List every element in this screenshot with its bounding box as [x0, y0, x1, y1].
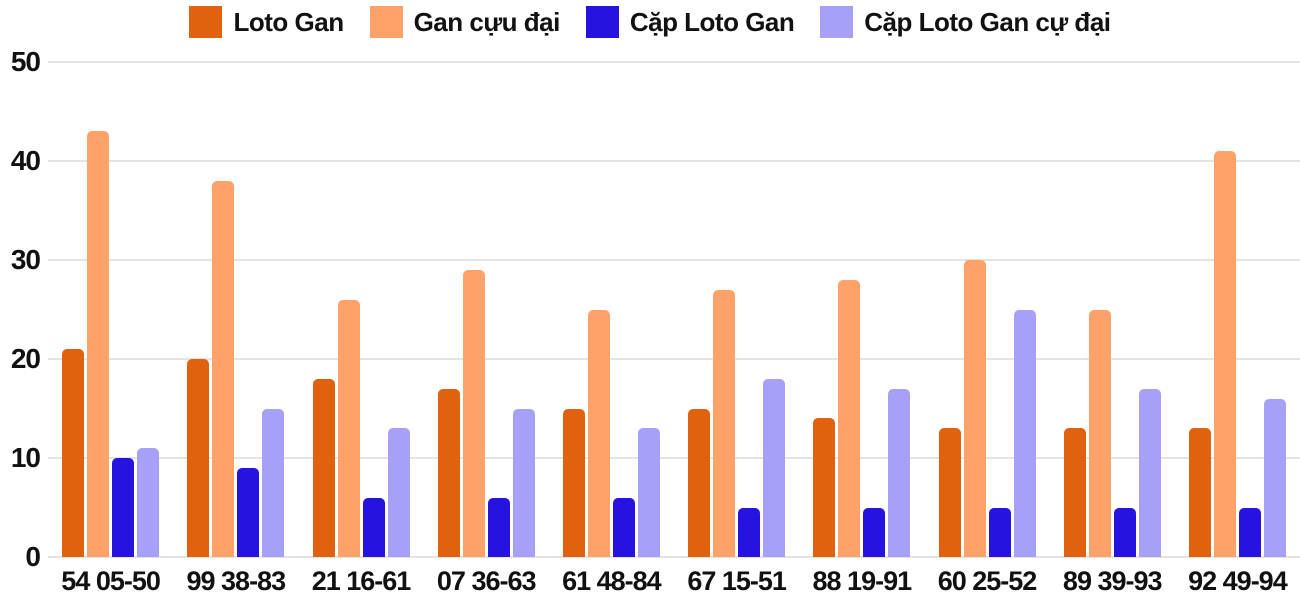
bar-gan-cuu-ai-99-38-83[interactable]	[212, 180, 235, 557]
legend-swatch-icon	[369, 6, 403, 38]
bar-loto-gan-54-05-50[interactable]	[62, 349, 85, 557]
bar-cap-loto-gan-54-05-50[interactable]	[112, 458, 135, 557]
x-axis-label-61-48-84: 61 48-84	[562, 566, 662, 596]
x-axis-label-92-49-94: 92 49-94	[1188, 566, 1288, 596]
y-axis-label-30: 30	[10, 244, 41, 275]
bar-loto-gan-92-49-94[interactable]	[1188, 428, 1211, 557]
legend-item-cap-loto-gan[interactable]: Cặp Loto Gan	[585, 6, 795, 38]
bar-gan-cuu-ai-67-15-51[interactable]	[713, 289, 736, 557]
bar-group-07-36-63	[424, 62, 549, 557]
bar-cap-loto-gan-67-15-51[interactable]	[738, 507, 761, 557]
bar-cap-loto-gan-88-19-91[interactable]	[863, 507, 886, 557]
bar-gan-cuu-ai-07-36-63[interactable]	[462, 269, 485, 557]
bar-group-88-19-91	[799, 62, 924, 557]
bar-gan-cuu-ai-21-16-61[interactable]	[337, 299, 360, 557]
bar-loto-gan-99-38-83[interactable]	[187, 359, 210, 557]
bar-gan-cuu-ai-61-48-84[interactable]	[587, 309, 610, 557]
legend-item-cap-loto-gan-cu-ai[interactable]: Cặp Loto Gan cự đại	[820, 6, 1111, 38]
bar-cap-loto-gan-cu-ai-07-36-63[interactable]	[512, 408, 535, 557]
gridline-40	[48, 160, 1300, 162]
gridline-0	[48, 556, 1300, 558]
legend-swatch-icon	[585, 6, 619, 38]
bar-group-60-25-52	[924, 62, 1049, 557]
bar-group-92-49-94	[1175, 62, 1300, 557]
x-axis-label-67-15-51: 67 15-51	[687, 566, 787, 596]
bar-cap-loto-gan-cu-ai-92-49-94[interactable]	[1263, 398, 1286, 557]
legend-item-gan-cuu-ai[interactable]: Gan cựu đại	[369, 6, 561, 38]
bar-loto-gan-60-25-52[interactable]	[938, 428, 961, 557]
bar-loto-gan-07-36-63[interactable]	[437, 388, 460, 557]
bars-area	[48, 62, 1300, 557]
y-axis-label-0: 0	[25, 541, 41, 572]
bar-cap-loto-gan-99-38-83[interactable]	[237, 467, 260, 557]
bar-cap-loto-gan-cu-ai-67-15-51[interactable]	[763, 378, 786, 557]
y-axis-label-10: 10	[10, 442, 41, 473]
bar-loto-gan-21-16-61[interactable]	[312, 378, 335, 557]
gridline-10	[48, 457, 1300, 459]
x-axis-label-54-05-50: 54 05-50	[61, 566, 161, 596]
legend-label: Gan cựu đại	[413, 6, 561, 37]
x-axis-label-60-25-52: 60 25-52	[937, 566, 1038, 596]
bar-cap-loto-gan-cu-ai-21-16-61[interactable]	[387, 428, 410, 557]
y-axis-label-50: 50	[10, 46, 41, 77]
bar-loto-gan-67-15-51[interactable]	[688, 408, 711, 557]
bar-cap-loto-gan-cu-ai-88-19-91[interactable]	[888, 388, 911, 557]
bar-cap-loto-gan-cu-ai-54-05-50[interactable]	[137, 448, 160, 557]
bar-cap-loto-gan-cu-ai-99-38-83[interactable]	[262, 408, 285, 557]
legend-label: Cặp Loto Gan cự đại	[864, 6, 1111, 37]
bar-cap-loto-gan-60-25-52[interactable]	[988, 507, 1011, 557]
bar-cap-loto-gan-cu-ai-89-39-93[interactable]	[1138, 388, 1161, 557]
x-axis-label-07-36-63: 07 36-63	[436, 566, 537, 596]
bar-cap-loto-gan-61-48-84[interactable]	[612, 497, 635, 557]
gridline-30	[48, 259, 1300, 261]
bar-gan-cuu-ai-54-05-50[interactable]	[87, 131, 110, 557]
bar-cap-loto-gan-cu-ai-61-48-84[interactable]	[637, 428, 660, 557]
x-axis: 54 05-50 99 38-83 21 16-61 07 36-63 61 48-84…	[48, 566, 1300, 597]
bar-cap-loto-gan-89-39-93[interactable]	[1113, 507, 1136, 557]
x-axis-label-88-19-91: 88 19-91	[812, 566, 913, 596]
bar-loto-gan-88-19-91[interactable]	[813, 418, 836, 557]
legend-item-loto-gan[interactable]: Loto Gan	[189, 6, 344, 38]
bar-gan-cuu-ai-88-19-91[interactable]	[838, 279, 861, 557]
chart-legend: Loto Gan Gan cựu đại Cặp Loto Gan Cặp Loto …	[0, 6, 1300, 38]
legend-label: Cặp Loto Gan	[629, 6, 795, 37]
bar-group-54-05-50	[48, 62, 173, 557]
legend-swatch-icon	[820, 6, 854, 38]
legend-label: Loto Gan	[233, 6, 344, 37]
bar-group-21-16-61	[298, 62, 423, 557]
legend-swatch-icon	[189, 6, 223, 38]
y-axis-label-40: 40	[10, 145, 41, 176]
bar-gan-cuu-ai-89-39-93[interactable]	[1088, 309, 1111, 557]
x-axis-label-21-16-61: 21 16-61	[311, 566, 412, 596]
bar-group-61-48-84	[549, 62, 674, 557]
gridline-20	[48, 358, 1300, 360]
bar-cap-loto-gan-21-16-61[interactable]	[362, 497, 385, 557]
bar-group-67-15-51	[674, 62, 799, 557]
bar-cap-loto-gan-cu-ai-60-25-52[interactable]	[1013, 309, 1036, 557]
x-axis-label-89-39-93: 89 39-93	[1062, 566, 1163, 596]
bar-group-99-38-83	[173, 62, 298, 557]
bar-group-89-39-93	[1050, 62, 1175, 557]
bar-loto-gan-89-39-93[interactable]	[1063, 428, 1086, 557]
bar-gan-cuu-ai-60-25-52[interactable]	[963, 260, 986, 557]
x-axis-label-99-38-83: 99 38-83	[186, 566, 287, 596]
bar-cap-loto-gan-92-49-94[interactable]	[1238, 507, 1261, 557]
y-axis-label-20: 20	[10, 343, 41, 374]
bar-loto-gan-61-48-84[interactable]	[562, 408, 585, 557]
bar-cap-loto-gan-07-36-63[interactable]	[487, 497, 510, 557]
plot-area	[48, 61, 1300, 558]
bar-gan-cuu-ai-92-49-94[interactable]	[1213, 151, 1236, 557]
gridline-50	[48, 61, 1300, 63]
